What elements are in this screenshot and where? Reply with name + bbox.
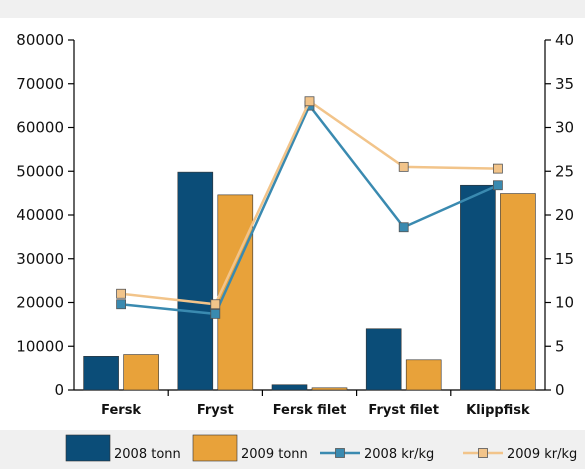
bar-2008-tonn [177, 171, 214, 391]
legend-label-2009-tonn: 2009 tonn [241, 447, 308, 462]
left-tick-label: 80000 [16, 31, 64, 49]
legend-marker-2009-kr-kg [478, 448, 488, 458]
category-label: Klippfisk [466, 403, 530, 418]
left-tick-label: 40000 [16, 206, 64, 224]
bar-2009-tonn [217, 194, 254, 391]
right-tick-label: 15 [555, 250, 574, 268]
bar-2008-tonn [460, 184, 496, 391]
legend-label-2008-kr-kg: 2008 kr/kg [364, 447, 434, 462]
legend-marker-2008-kr-kg [335, 448, 345, 458]
point-2009-kr-kg [210, 299, 221, 310]
point-2008-kr-kg [210, 308, 221, 319]
left-tick-label: 60000 [16, 119, 64, 137]
category-label: Fryst filet [368, 403, 439, 418]
legend-swatch-2008-tonn [65, 434, 111, 462]
point-2008-kr-kg [116, 299, 126, 310]
legend-label-2009-kr-kg: 2009 kr/kg [507, 447, 577, 462]
left-tick-label: 20000 [16, 294, 64, 312]
category-label: Fryst [197, 403, 234, 418]
left-tick-label: 30000 [16, 250, 64, 268]
right-tick-label: 10 [555, 294, 574, 312]
bar-2009-tonn [500, 193, 536, 391]
left-tick-label: 0 [54, 381, 64, 399]
bar-2009-tonn [123, 354, 159, 391]
right-tick-label: 5 [555, 337, 565, 355]
right-tick-label: 35 [555, 75, 574, 93]
left-tick-label: 50000 [16, 162, 64, 180]
right-tick-label: 0 [555, 381, 565, 399]
point-2009-kr-kg [304, 96, 315, 107]
legend-swatch-2009-tonn [192, 434, 238, 462]
legend-label-2008-tonn: 2008 tonn [114, 447, 181, 462]
point-2009-kr-kg [492, 163, 503, 174]
category-label: Fersk [101, 403, 141, 418]
right-tick-label: 20 [555, 206, 574, 224]
bar-2009-tonn [311, 387, 348, 391]
category-label: Fersk filet [273, 403, 347, 418]
left-tick-label: 10000 [16, 337, 64, 355]
right-tick-label: 25 [555, 162, 574, 180]
bar-2008-tonn [83, 356, 119, 391]
right-tick-label: 30 [555, 119, 574, 137]
bar-2009-tonn [405, 359, 442, 391]
bar-2008-tonn [271, 384, 308, 391]
point-2009-kr-kg [398, 161, 409, 172]
point-2008-kr-kg [398, 222, 409, 233]
left-tick-label: 70000 [16, 75, 64, 93]
right-tick-label: 40 [555, 31, 574, 49]
point-2009-kr-kg [116, 288, 126, 299]
bar-2008-tonn [365, 328, 402, 391]
point-2008-kr-kg [492, 180, 503, 191]
